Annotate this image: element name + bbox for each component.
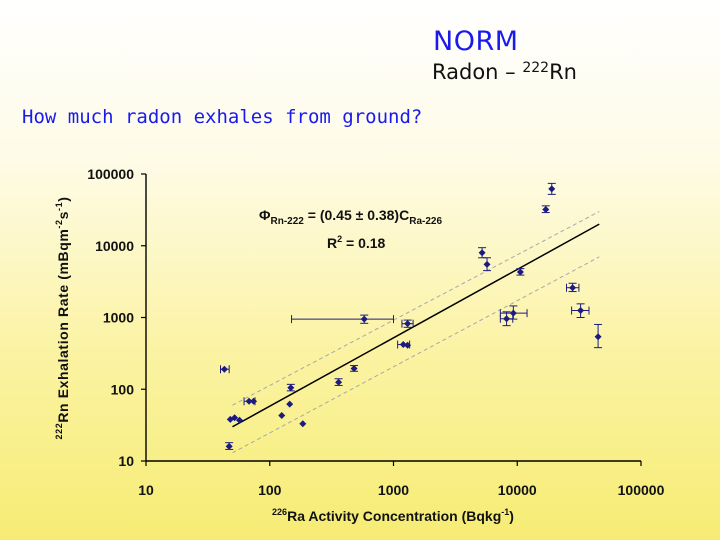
data-point-6 bbox=[243, 397, 256, 406]
r-squared-exponent: 2 bbox=[337, 234, 342, 244]
subtitle-isotope-symbol: Rn bbox=[549, 60, 577, 84]
x-tick-label-2: 100 bbox=[258, 482, 282, 498]
data-point-2 bbox=[225, 442, 234, 450]
diamond-marker bbox=[483, 260, 491, 268]
x-tick-label-1: 10 bbox=[138, 482, 154, 498]
data-point-18 bbox=[478, 247, 487, 259]
r-squared: R2 = 0.18 bbox=[327, 234, 386, 251]
data-point-26 bbox=[571, 303, 590, 318]
y-label-mid: s bbox=[55, 211, 71, 219]
y-label-exponent-2: -1 bbox=[54, 202, 64, 211]
data-point-25 bbox=[565, 282, 580, 293]
fit-line-layer bbox=[232, 223, 600, 428]
diamond-marker bbox=[350, 364, 358, 372]
data-point-4 bbox=[231, 414, 239, 422]
diamond-marker bbox=[286, 400, 294, 408]
diamond-marker bbox=[278, 412, 286, 420]
confidence-bounds bbox=[232, 211, 600, 454]
data-point-7 bbox=[250, 397, 258, 405]
diamond-marker bbox=[404, 341, 412, 349]
diamond-marker bbox=[236, 416, 244, 424]
slide-title: NORM bbox=[433, 26, 519, 57]
data-point-8 bbox=[278, 412, 286, 420]
y-label-mass: 222 bbox=[54, 423, 64, 440]
y-tick-label-4: 10000 bbox=[95, 238, 134, 254]
diamond-marker bbox=[231, 414, 239, 422]
data-point-14 bbox=[291, 314, 394, 324]
data-point-24 bbox=[547, 182, 556, 195]
r-squared-value: = 0.18 bbox=[342, 235, 385, 251]
x-label-text: Ra Activity Concentration (Bqkg bbox=[287, 508, 501, 524]
diamond-marker bbox=[335, 378, 343, 386]
data-point-22 bbox=[516, 268, 525, 276]
data-point-9 bbox=[286, 400, 294, 408]
fit-line bbox=[232, 223, 600, 428]
data-point-16 bbox=[404, 341, 412, 349]
y-tick-label-1: 10 bbox=[118, 453, 134, 469]
y-label-exponent-1: -2 bbox=[54, 219, 64, 228]
equation-phi-subscript: Rn-222 bbox=[271, 216, 305, 227]
x-tick-label-4: 10000 bbox=[498, 482, 537, 498]
x-tick-label-5: 100000 bbox=[618, 482, 665, 498]
diamond-marker bbox=[577, 307, 585, 315]
equation-body: = (0.45 ± 0.38)C bbox=[304, 207, 409, 223]
subtitle-prefix: Radon – bbox=[432, 60, 523, 84]
y-axis-label: 222Rn Exhalation Rate (mBqm-2s-1) bbox=[54, 197, 71, 440]
diamond-marker bbox=[594, 333, 602, 341]
slide-question: How much radon exhales from ground? bbox=[22, 106, 423, 128]
diamond-marker bbox=[542, 206, 550, 214]
data-point-23 bbox=[541, 205, 550, 214]
axes: 10 100 1000 10000 100000 10 100 1000 10000 100000 bbox=[87, 166, 664, 498]
data-point-13 bbox=[350, 364, 359, 372]
data-point-11 bbox=[299, 420, 307, 428]
upper-bound-line bbox=[232, 211, 600, 406]
diamond-marker bbox=[548, 185, 556, 193]
diamond-marker bbox=[287, 384, 295, 392]
diamond-marker bbox=[245, 397, 253, 405]
r-squared-base: R bbox=[327, 235, 337, 251]
x-label-close: ) bbox=[509, 508, 514, 524]
diamond-marker bbox=[503, 315, 511, 323]
diamond-marker bbox=[516, 268, 524, 276]
x-label-mass: 226 bbox=[272, 507, 287, 517]
data-point-1 bbox=[220, 365, 230, 374]
x-tick-label-3: 1000 bbox=[378, 482, 409, 498]
diamond-marker bbox=[225, 442, 233, 450]
data-point-19 bbox=[483, 257, 492, 272]
diamond-marker bbox=[360, 315, 368, 323]
equation-phi: Φ bbox=[259, 207, 271, 223]
fit-equation: ΦRn-222 = (0.45 ± 0.38)CRa-226 bbox=[259, 207, 442, 227]
data-point-27 bbox=[594, 323, 603, 349]
lower-bound-line bbox=[232, 256, 600, 454]
x-label-exponent: -1 bbox=[501, 507, 509, 517]
diamond-marker bbox=[569, 284, 577, 292]
data-point-17 bbox=[401, 319, 414, 328]
data-points bbox=[220, 182, 603, 450]
data-point-12 bbox=[334, 378, 343, 386]
y-tick-label-5: 100000 bbox=[87, 166, 134, 182]
diamond-marker bbox=[250, 397, 258, 405]
diamond-marker bbox=[509, 309, 517, 317]
y-tick-label-3: 1000 bbox=[103, 310, 134, 326]
y-label-text: Rn Exhalation Rate (mBqm bbox=[55, 229, 71, 423]
data-point-10 bbox=[286, 383, 295, 392]
slide-subtitle: Radon – 222Rn bbox=[432, 60, 577, 84]
data-point-5 bbox=[236, 416, 244, 424]
x-axis-label: 226Ra Activity Concentration (Bqkg-1) bbox=[272, 507, 514, 524]
diamond-marker bbox=[220, 365, 228, 373]
y-tick-label-2: 100 bbox=[111, 381, 135, 397]
y-label-close: ) bbox=[55, 197, 71, 202]
diamond-marker bbox=[399, 341, 407, 349]
diamond-marker bbox=[478, 249, 486, 257]
diamond-marker bbox=[404, 320, 412, 328]
data-point-21 bbox=[499, 305, 528, 320]
subtitle-isotope-mass: 222 bbox=[522, 60, 550, 76]
diamond-marker bbox=[299, 420, 307, 428]
equation-c-subscript: Ra-226 bbox=[409, 216, 442, 227]
